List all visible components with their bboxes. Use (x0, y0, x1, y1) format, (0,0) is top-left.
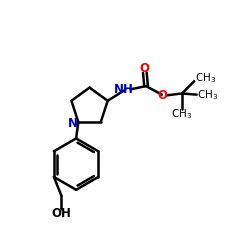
Text: CH$_3$: CH$_3$ (195, 72, 216, 85)
Text: OH: OH (51, 207, 71, 220)
Text: N: N (68, 117, 78, 130)
Text: O: O (140, 62, 150, 75)
Text: O: O (158, 89, 168, 102)
Text: CH$_3$: CH$_3$ (172, 107, 192, 121)
Text: NH: NH (114, 83, 134, 96)
Text: CH$_3$: CH$_3$ (197, 88, 218, 102)
